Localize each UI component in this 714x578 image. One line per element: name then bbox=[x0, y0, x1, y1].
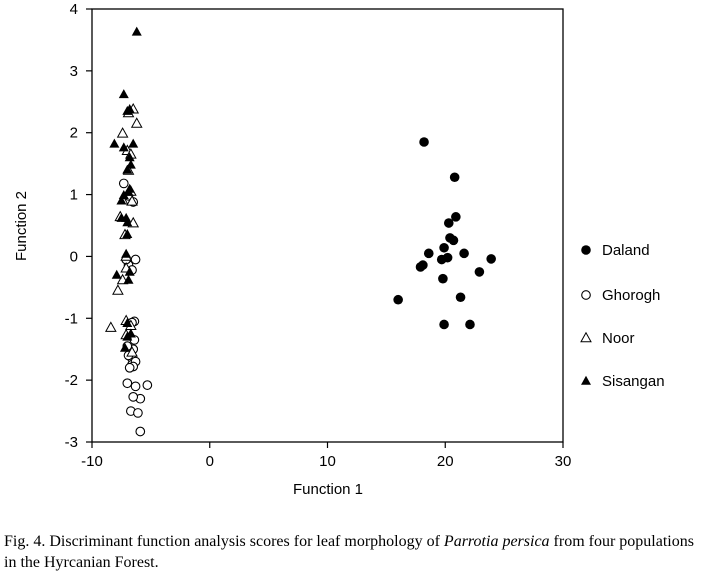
point-noor bbox=[104, 321, 117, 332]
x-tick-label: 30 bbox=[555, 453, 572, 470]
point-noor bbox=[112, 284, 124, 295]
point-ghorogh bbox=[118, 178, 129, 189]
point-daland bbox=[448, 235, 459, 246]
point-daland bbox=[439, 242, 449, 253]
point-ghorogh bbox=[124, 362, 135, 373]
point-daland bbox=[486, 254, 496, 264]
point-sisangan bbox=[118, 142, 129, 152]
legend-label-sisangan: Sisangan bbox=[602, 373, 665, 390]
legend-marker-ghorogh bbox=[581, 290, 591, 300]
point-daland bbox=[439, 319, 449, 330]
point-ghorogh bbox=[122, 378, 133, 389]
point-daland bbox=[474, 267, 485, 277]
point-sisangan bbox=[116, 195, 127, 205]
legend-marker-daland bbox=[581, 245, 591, 255]
y-tick-label: 1 bbox=[70, 187, 78, 204]
point-daland bbox=[455, 292, 466, 303]
caption-species-name: Parrotia persica bbox=[443, 533, 550, 550]
point-daland bbox=[415, 262, 426, 272]
point-sisangan bbox=[109, 138, 120, 148]
point-sisangan bbox=[122, 217, 133, 227]
point-ghorogh bbox=[128, 391, 139, 402]
point-daland bbox=[393, 294, 403, 305]
point-daland bbox=[419, 137, 429, 147]
point-ghorogh bbox=[135, 426, 146, 437]
y-axis-ticks: -3 -2 -1 0 1 2 3 4 bbox=[65, 1, 92, 451]
point-daland bbox=[442, 252, 453, 263]
point-sisangan bbox=[122, 331, 133, 341]
y-tick-label: 4 bbox=[70, 1, 78, 18]
x-tick-label: 0 bbox=[206, 453, 214, 470]
point-ghorogh bbox=[130, 381, 141, 392]
x-tick-label: 10 bbox=[319, 453, 336, 470]
legend-marker-noor bbox=[580, 331, 592, 343]
point-noor bbox=[116, 127, 129, 138]
x-axis-label: Function 1 bbox=[293, 481, 363, 498]
point-sisangan bbox=[125, 159, 136, 169]
y-tick-label: -3 bbox=[65, 434, 78, 451]
point-sisangan bbox=[121, 248, 132, 258]
point-sisangan bbox=[122, 318, 133, 328]
legend: Daland Ghorogh Noor Sisangan bbox=[580, 242, 665, 390]
point-sisangan bbox=[122, 164, 133, 174]
point-sisangan bbox=[124, 266, 135, 276]
point-ghorogh bbox=[142, 380, 153, 390]
point-daland bbox=[465, 319, 475, 330]
y-tick-label: -2 bbox=[65, 372, 78, 389]
y-axis-label: Function 2 bbox=[13, 191, 30, 261]
legend-label-ghorogh: Ghorogh bbox=[602, 287, 660, 304]
point-daland bbox=[443, 218, 454, 228]
caption-text-end: from four populations in the Hyrcanian F… bbox=[4, 533, 694, 571]
x-tick-label: 20 bbox=[437, 453, 454, 470]
figure-caption: Fig. 4. Discriminant function analysis s… bbox=[4, 531, 710, 573]
y-tick-label: -1 bbox=[65, 310, 78, 327]
caption-text-start: Fig. 4. Discriminant function analysis s… bbox=[4, 533, 444, 550]
data-points bbox=[104, 26, 496, 437]
legend-marker-sisangan bbox=[581, 375, 591, 385]
point-daland bbox=[451, 212, 461, 222]
point-sisangan bbox=[122, 228, 133, 238]
point-sisangan bbox=[124, 152, 135, 162]
point-sisangan bbox=[128, 138, 139, 148]
point-sisangan bbox=[131, 26, 142, 36]
legend-label-daland: Daland bbox=[602, 242, 650, 259]
point-daland bbox=[438, 273, 448, 284]
x-tick-label: -10 bbox=[81, 453, 103, 470]
plot-frame bbox=[91, 8, 564, 443]
point-noor bbox=[126, 195, 138, 206]
point-noor bbox=[130, 117, 143, 128]
point-sisangan bbox=[111, 269, 122, 279]
point-sisangan bbox=[119, 342, 130, 352]
point-daland bbox=[459, 248, 469, 259]
y-tick-label: 3 bbox=[70, 63, 78, 80]
y-tick-label: 2 bbox=[70, 125, 78, 142]
point-daland bbox=[423, 248, 434, 259]
y-tick-label: 0 bbox=[70, 248, 78, 265]
point-daland bbox=[449, 172, 460, 183]
point-ghorogh bbox=[133, 408, 143, 418]
point-sisangan bbox=[123, 186, 134, 196]
point-sisangan bbox=[116, 212, 127, 222]
legend-label-noor: Noor bbox=[602, 330, 635, 347]
point-sisangan bbox=[118, 89, 129, 99]
x-axis-ticks: -10 0 10 20 30 bbox=[81, 442, 571, 470]
point-sisangan bbox=[123, 274, 134, 284]
point-sisangan bbox=[124, 104, 135, 114]
